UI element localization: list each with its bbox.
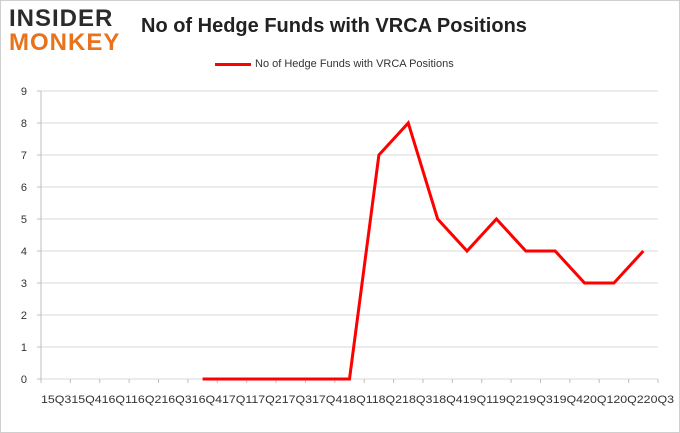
y-tick-label-6: 6 bbox=[21, 182, 27, 194]
y-tick-label-7: 7 bbox=[21, 150, 27, 162]
y-tick-label-1: 1 bbox=[21, 342, 27, 354]
x-axis: 15Q315Q416Q116Q216Q316Q417Q117Q217Q317Q4… bbox=[41, 379, 674, 406]
y-tick-label-2: 2 bbox=[21, 310, 27, 322]
y-tick-label-0: 0 bbox=[21, 374, 27, 386]
y-tick-label-9: 9 bbox=[21, 86, 27, 98]
y-tick-label-3: 3 bbox=[21, 278, 27, 290]
y-tick-label-8: 8 bbox=[21, 118, 27, 130]
y-tick-label-5: 5 bbox=[21, 214, 27, 226]
x-axis-tick-labels: 15Q315Q416Q116Q216Q316Q417Q117Q217Q317Q4… bbox=[41, 394, 674, 406]
grid-lines bbox=[41, 91, 658, 379]
y-axis: 0 1 2 3 4 5 6 7 8 9 bbox=[21, 86, 41, 386]
y-tick-label-4: 4 bbox=[21, 246, 27, 258]
